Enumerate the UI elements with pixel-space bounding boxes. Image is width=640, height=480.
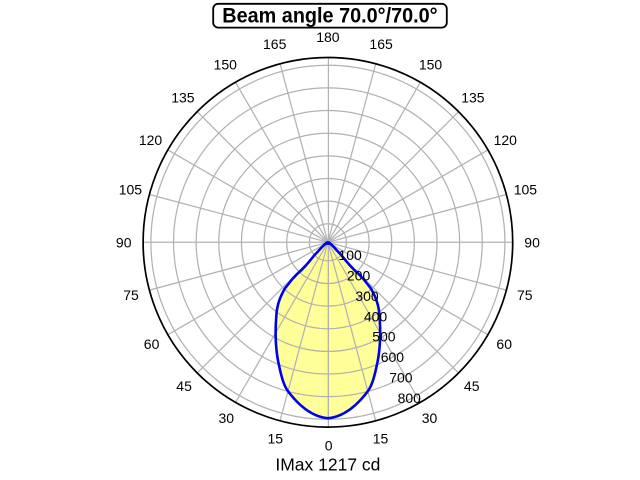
svg-text:135: 135 [461, 89, 485, 105]
svg-text:150: 150 [419, 57, 443, 73]
svg-text:IMax 1217 cd: IMax 1217 cd [275, 454, 380, 474]
svg-text:165: 165 [369, 36, 393, 52]
svg-text:90: 90 [116, 234, 132, 250]
svg-text:75: 75 [123, 287, 139, 303]
svg-text:150: 150 [214, 57, 238, 73]
svg-text:15: 15 [268, 430, 284, 446]
svg-text:105: 105 [514, 181, 538, 197]
svg-text:400: 400 [364, 308, 388, 324]
svg-text:90: 90 [524, 234, 540, 250]
svg-text:120: 120 [494, 132, 518, 148]
svg-text:45: 45 [464, 378, 480, 394]
svg-text:180: 180 [316, 29, 340, 45]
svg-text:60: 60 [144, 336, 160, 352]
svg-text:500: 500 [372, 329, 396, 345]
svg-text:15: 15 [373, 430, 389, 446]
svg-text:800: 800 [398, 390, 422, 406]
svg-text:300: 300 [355, 288, 379, 304]
svg-text:75: 75 [517, 287, 533, 303]
svg-text:45: 45 [176, 378, 192, 394]
svg-text:30: 30 [219, 410, 235, 426]
svg-text:200: 200 [347, 268, 371, 284]
svg-text:0: 0 [325, 437, 333, 453]
svg-text:600: 600 [381, 349, 405, 365]
svg-text:120: 120 [139, 132, 163, 148]
svg-text:165: 165 [263, 36, 287, 52]
svg-text:700: 700 [389, 369, 413, 385]
svg-text:Beam angle 70.0°/70.0°: Beam angle 70.0°/70.0° [222, 3, 437, 27]
svg-text:60: 60 [496, 336, 512, 352]
svg-text:105: 105 [119, 181, 143, 197]
svg-text:135: 135 [171, 89, 195, 105]
svg-text:100: 100 [338, 247, 362, 263]
svg-text:30: 30 [422, 410, 438, 426]
